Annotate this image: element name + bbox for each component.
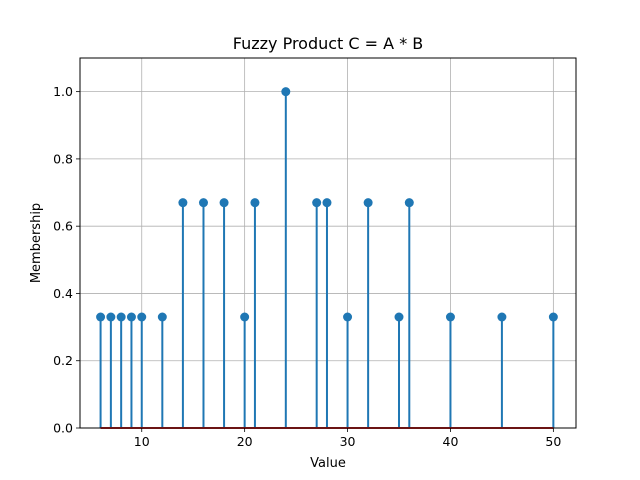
stem-marker xyxy=(312,198,322,208)
y-tick-label: 0.2 xyxy=(53,353,73,368)
chart-title: Fuzzy Product C = A * B xyxy=(233,34,424,53)
y-tick-label: 0.8 xyxy=(53,151,73,166)
x-tick-label: 40 xyxy=(443,434,459,449)
x-tick-label: 10 xyxy=(134,434,150,449)
stem-marker xyxy=(137,312,147,322)
stem-marker xyxy=(548,312,558,322)
y-tick-label: 0.4 xyxy=(53,286,73,301)
y-tick-label: 0.6 xyxy=(53,219,73,234)
y-axis-ticks: 0.0 0.2 0.4 0.6 0.8 1.0 xyxy=(53,84,80,436)
x-tick-label: 30 xyxy=(340,434,356,449)
x-axis-ticks: 10 20 30 40 50 xyxy=(134,428,561,449)
x-axis-label: Value xyxy=(310,456,346,471)
stem-marker xyxy=(322,198,332,208)
stem-marker xyxy=(96,312,106,322)
x-tick-label: 50 xyxy=(545,434,561,449)
stem-marker xyxy=(198,198,208,208)
stem-marker xyxy=(343,312,353,322)
stem-marker xyxy=(240,312,250,322)
stem-marker xyxy=(157,312,167,322)
y-axis-label: Membership xyxy=(29,203,44,283)
stem-marker xyxy=(126,312,136,322)
plot-frame xyxy=(79,57,577,429)
stem-marker xyxy=(250,198,260,208)
stem-marker xyxy=(497,312,507,322)
stem-marker xyxy=(363,198,373,208)
markers xyxy=(96,87,558,322)
stem-marker xyxy=(219,198,229,208)
stem-marker xyxy=(106,312,116,322)
x-tick-label: 20 xyxy=(237,434,253,449)
stem-marker xyxy=(281,87,291,97)
stem-marker xyxy=(116,312,126,322)
y-tick-label: 0.0 xyxy=(53,421,73,436)
stems xyxy=(99,91,555,428)
stem-marker xyxy=(394,312,404,322)
stem-marker xyxy=(178,198,188,208)
stem-marker xyxy=(404,198,414,208)
stem-marker xyxy=(445,312,455,322)
y-tick-label: 1.0 xyxy=(53,84,73,99)
